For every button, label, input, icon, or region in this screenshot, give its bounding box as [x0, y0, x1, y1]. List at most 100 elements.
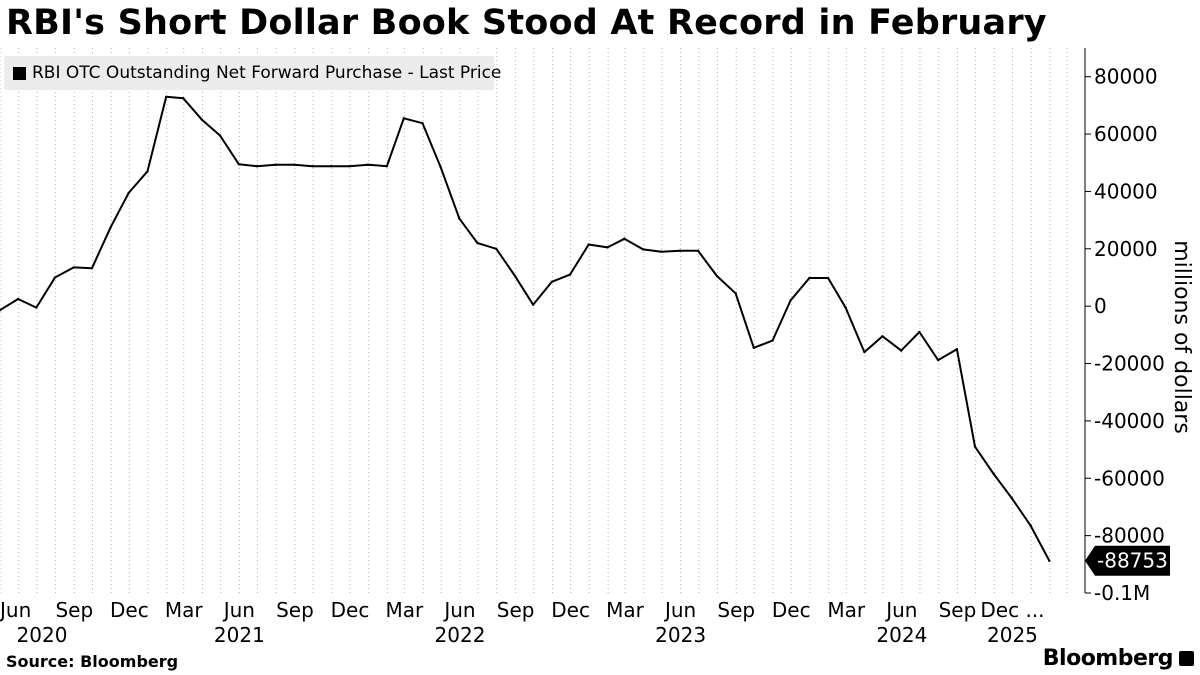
y-tick-label: -40000 — [1094, 409, 1165, 433]
data-point — [72, 266, 75, 269]
y-tick-label: 80000 — [1094, 65, 1158, 89]
data-point — [402, 117, 405, 120]
data-point — [311, 164, 314, 168]
data-point — [513, 274, 517, 278]
x-tick-label: Mar — [386, 598, 425, 622]
brand-wordmark: Bloomberg — [1042, 646, 1174, 671]
data-point — [274, 163, 277, 166]
x-tick-label: Jun — [442, 598, 475, 622]
data-point — [900, 349, 903, 352]
x-tick-label: Jun — [884, 598, 917, 622]
x-tick-label: Dec — [551, 598, 590, 622]
data-point — [90, 267, 94, 270]
chart-title: RBI's Short Dollar Book Stood At Record … — [6, 3, 1047, 43]
data-point — [366, 163, 370, 166]
x-tick-label: Dec — [772, 598, 811, 622]
y-tick-label: 40000 — [1094, 179, 1158, 203]
x-tick-label: Jun — [0, 598, 31, 622]
x-tick-label: Jun — [222, 598, 255, 622]
data-point — [881, 335, 884, 338]
data-point — [660, 250, 663, 253]
data-point — [752, 346, 755, 349]
source-note: Source: Bloomberg — [6, 652, 179, 671]
data-point — [973, 445, 977, 448]
data-point — [218, 134, 222, 137]
data-point — [200, 118, 204, 121]
data-point — [1029, 524, 1032, 527]
data-point — [293, 163, 296, 166]
x-tick-label: Sep — [717, 598, 755, 622]
data-point — [678, 249, 682, 252]
data-point — [568, 273, 572, 276]
data-point — [385, 164, 389, 168]
y-tick-label: 0 — [1094, 294, 1107, 318]
x-year-label: 2021 — [214, 623, 265, 647]
last-value-callout: -88753 — [1085, 545, 1170, 576]
data-point — [439, 165, 442, 169]
brand-logo: Bloomberg — [1043, 646, 1194, 671]
data-point — [348, 164, 351, 168]
data-point — [1048, 559, 1051, 562]
data-point — [641, 248, 645, 251]
y-tick-label: -60000 — [1094, 466, 1165, 490]
data-point — [918, 330, 921, 334]
y-tick-label: 20000 — [1094, 237, 1158, 261]
y-axis: 80000 60000 40000 20000 0 -20000 -40000 -60000 -… — [1084, 48, 1165, 605]
x-year-label: 2023 — [655, 623, 706, 647]
data-point — [715, 274, 719, 278]
bloomberg-terminal-icon — [1179, 651, 1194, 666]
data-point — [531, 303, 535, 306]
data-point — [826, 276, 830, 280]
data-point — [623, 237, 626, 240]
data-point — [936, 358, 940, 362]
y-tick-label: -0.1M — [1094, 581, 1150, 605]
x-year-label: 2024 — [876, 623, 927, 647]
data-point — [955, 347, 959, 351]
data-point — [16, 297, 20, 301]
data-point — [421, 121, 424, 125]
legend-swatch — [13, 66, 26, 80]
data-point — [696, 249, 700, 252]
x-tick-label: Sep — [497, 598, 535, 622]
data-point — [587, 243, 590, 246]
last-value-label: -88753 — [1097, 549, 1168, 573]
data-point — [53, 276, 57, 279]
legend-label: RBI OTC Outstanding Net Forward Purchase… — [32, 63, 502, 83]
y-axis-title: millions of dollars — [1169, 240, 1194, 434]
y-tick-label: 60000 — [1094, 122, 1158, 146]
data-point — [237, 162, 240, 166]
x-tick-label: Dec ... — [980, 598, 1044, 622]
y-tick-label: -20000 — [1094, 352, 1165, 376]
data-point — [255, 164, 259, 168]
data-point — [458, 217, 461, 220]
data-point — [863, 350, 866, 354]
data-point — [165, 95, 168, 98]
x-tick-label: Dec — [331, 598, 370, 622]
x-tick-label: Dec — [110, 598, 149, 622]
series-line — [0, 95, 1051, 562]
series-layer: -88753 — [0, 95, 1170, 576]
x-tick-label: Mar — [165, 598, 204, 622]
x-year-label: 2022 — [435, 623, 486, 647]
x-tick-label: Mar — [606, 598, 645, 622]
legend: RBI OTC Outstanding Net Forward Purchase… — [4, 56, 501, 90]
data-point — [734, 292, 737, 295]
data-point — [844, 306, 847, 309]
x-tick-label: Sep — [276, 598, 314, 622]
data-point — [992, 472, 995, 476]
data-point — [550, 280, 554, 283]
x-year-label: 2020 — [17, 623, 68, 647]
x-tick-label: Sep — [939, 598, 977, 622]
data-point — [127, 191, 130, 195]
data-point — [330, 164, 333, 168]
grid-lines — [0, 48, 1068, 593]
data-point — [1010, 497, 1014, 500]
data-point — [808, 276, 811, 280]
data-point — [0, 309, 1, 312]
data-point — [476, 241, 479, 245]
data-point — [789, 299, 792, 302]
x-tick-label: Jun — [663, 598, 696, 622]
x-tick-label: Mar — [827, 598, 866, 622]
